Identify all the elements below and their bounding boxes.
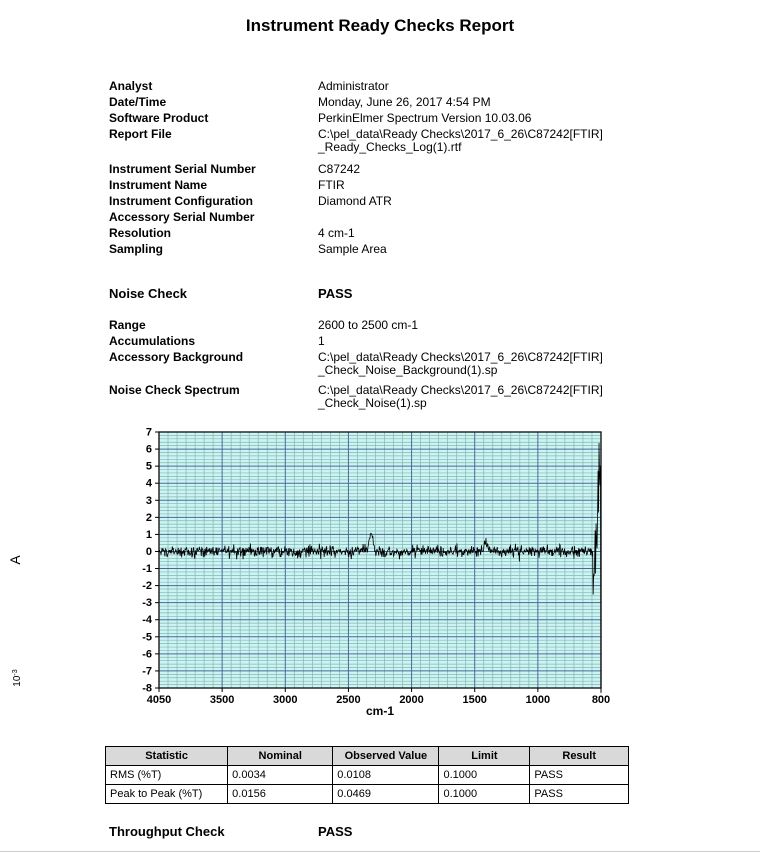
svg-text:3: 3 xyxy=(146,495,152,507)
svg-text:0: 0 xyxy=(146,546,152,558)
svg-text:A: A xyxy=(7,555,23,565)
svg-text:1500: 1500 xyxy=(462,694,486,706)
svg-text:5: 5 xyxy=(146,461,152,473)
svg-text:1: 1 xyxy=(146,529,152,541)
svg-text:10-3: 10-3 xyxy=(12,669,24,686)
svg-text:-3: -3 xyxy=(142,597,152,609)
svg-text:7: 7 xyxy=(146,427,152,439)
svg-text:800: 800 xyxy=(592,694,610,706)
svg-text:-5: -5 xyxy=(142,631,152,643)
svg-text:2500: 2500 xyxy=(336,694,360,706)
svg-text:3500: 3500 xyxy=(210,694,234,706)
svg-text:2: 2 xyxy=(146,512,152,524)
svg-text:-7: -7 xyxy=(142,665,152,677)
svg-text:2000: 2000 xyxy=(399,694,423,706)
svg-text:-6: -6 xyxy=(142,648,152,660)
svg-text:cm-1: cm-1 xyxy=(366,704,394,718)
svg-text:-2: -2 xyxy=(142,580,152,592)
svg-text:-1: -1 xyxy=(142,563,152,575)
svg-text:-4: -4 xyxy=(142,614,153,626)
svg-text:3000: 3000 xyxy=(273,694,297,706)
svg-text:-8: -8 xyxy=(142,683,152,695)
svg-text:4050: 4050 xyxy=(147,694,171,706)
svg-text:6: 6 xyxy=(146,444,152,456)
svg-text:1000: 1000 xyxy=(526,694,550,706)
svg-text:4: 4 xyxy=(146,478,153,490)
